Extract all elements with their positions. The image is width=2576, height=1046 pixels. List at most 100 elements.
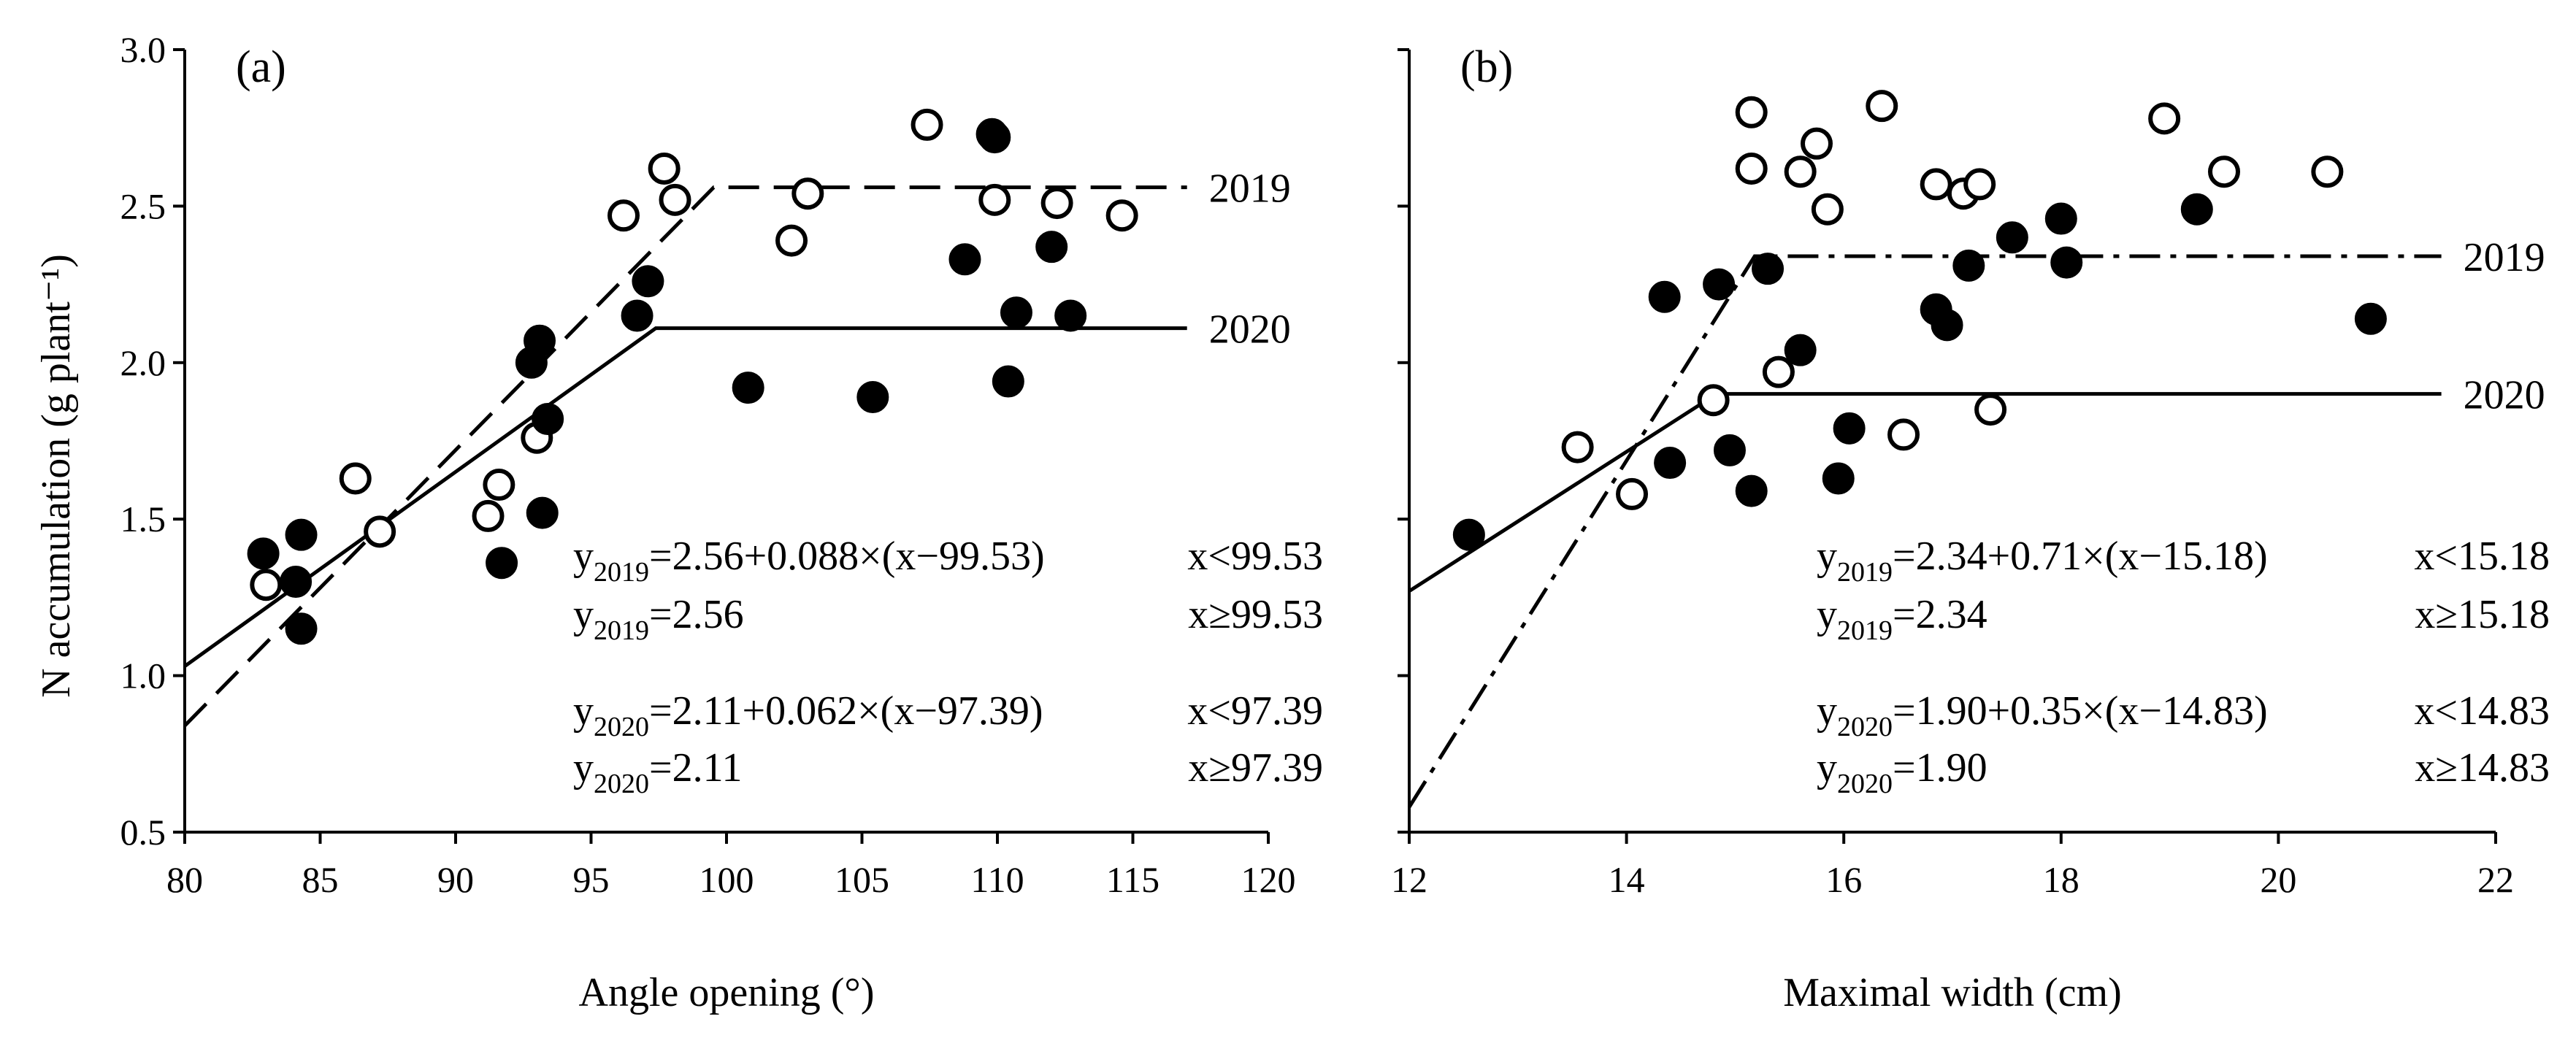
data-point-2020 xyxy=(1000,296,1032,329)
data-point-2019 xyxy=(1811,193,1844,226)
equation-condition: x<15.18 xyxy=(2414,534,2550,579)
data-point-2019 xyxy=(1697,384,1730,417)
data-point-2020 xyxy=(526,496,559,529)
panel-label: (b) xyxy=(1460,42,1513,92)
data-point-2020 xyxy=(1784,334,1817,366)
x-tick-label: 22 xyxy=(2477,859,2514,900)
data-point-2019 xyxy=(607,199,640,232)
x-tick-label: 120 xyxy=(1241,859,1296,900)
data-point-2019 xyxy=(1887,418,1920,451)
fit-line-2020 xyxy=(183,326,1187,668)
data-point-2020 xyxy=(280,565,313,598)
data-point-2019 xyxy=(364,515,396,548)
data-point-2019 xyxy=(1616,477,1649,510)
x-tick-label: 90 xyxy=(437,859,474,900)
fit-label-2019: 2019 xyxy=(2464,235,2545,280)
data-point-2020 xyxy=(948,243,981,276)
data-point-2020 xyxy=(1931,309,1963,342)
data-point-2020 xyxy=(1822,462,1855,495)
y-tick-label: 2.0 xyxy=(120,342,166,383)
equation-line: y2020=1.90+0.35×(x−14.83) xyxy=(1817,688,2268,742)
data-point-2020 xyxy=(285,518,318,551)
y-axis-label: N accumulation (g plant⁻¹) xyxy=(34,254,79,698)
equation-line: y2020=1.90 xyxy=(1817,745,1987,799)
data-point-2019 xyxy=(483,469,515,501)
data-point-2019 xyxy=(1735,152,1768,185)
data-point-2019 xyxy=(250,569,283,601)
data-point-2020 xyxy=(1648,280,1681,313)
data-point-2020 xyxy=(532,402,564,435)
x-tick-label: 18 xyxy=(2043,859,2079,900)
data-point-2020 xyxy=(992,365,1024,398)
x-tick-label: 85 xyxy=(302,859,339,900)
data-point-2020 xyxy=(1713,434,1746,466)
data-point-2019 xyxy=(1561,431,1594,464)
equation-line: y2019=2.34+0.71×(x−15.18) xyxy=(1817,534,2268,588)
data-point-2020 xyxy=(2354,302,2387,335)
x-tick-label: 16 xyxy=(1825,859,1862,900)
equation-line: y2019=2.34 xyxy=(1817,592,1987,646)
data-point-2020 xyxy=(1833,412,1866,445)
data-point-2019 xyxy=(1974,393,2007,426)
x-tick-label: 115 xyxy=(1106,859,1159,900)
data-point-2020 xyxy=(1703,268,1736,301)
panel-b-maximal-width: 12 14 16 18 20 22 Maximal width (cm) (b) 2019 202… xyxy=(1391,42,2550,1015)
data-point-2019 xyxy=(1866,90,1898,123)
equation-line: y2020=2.11 xyxy=(573,745,743,799)
data-point-2020 xyxy=(1452,518,1485,551)
x-tick-label: 100 xyxy=(699,859,754,900)
equation-condition: x<99.53 xyxy=(1187,534,1323,579)
x-tick-label: 20 xyxy=(2260,859,2296,900)
data-point-2020 xyxy=(2044,202,2077,235)
y-tick-label: 2.5 xyxy=(120,185,166,226)
equation-line: y2019=2.56 xyxy=(573,592,744,646)
x-tick-label: 110 xyxy=(970,859,1024,900)
y-tick-label: 0.5 xyxy=(120,812,166,853)
x-tick-label: 95 xyxy=(573,859,610,900)
data-point-2020 xyxy=(1996,221,2028,254)
x-axis-label: Angle opening (°) xyxy=(579,970,875,1015)
data-point-2020 xyxy=(486,547,518,580)
data-point-2019 xyxy=(911,108,943,141)
x-tick-label: 105 xyxy=(835,859,889,900)
y-tick-label: 1.5 xyxy=(120,499,166,539)
data-point-2020 xyxy=(524,324,556,357)
x-tick-label: 80 xyxy=(166,859,203,900)
data-point-2019 xyxy=(978,183,1011,216)
data-point-2019 xyxy=(1963,168,1996,201)
fit-label-2019: 2019 xyxy=(1209,166,1291,212)
x-tick-label: 12 xyxy=(1391,859,1427,900)
fit-line-2019 xyxy=(1407,254,2442,809)
equation-condition: x≥97.39 xyxy=(1188,745,1323,791)
fit-label-2020: 2020 xyxy=(1209,307,1291,353)
equation-condition: x≥14.83 xyxy=(2415,745,2550,791)
data-point-2020 xyxy=(1654,447,1687,480)
fit-label-2020: 2020 xyxy=(2464,373,2545,418)
data-point-2019 xyxy=(2208,155,2240,188)
equation-condition: x≥15.18 xyxy=(2415,592,2550,637)
data-point-2019 xyxy=(1040,187,1073,220)
data-point-2019 xyxy=(775,224,808,257)
data-point-2020 xyxy=(247,537,280,570)
equation-line: y2019=2.56+0.088×(x−99.53) xyxy=(573,534,1045,588)
data-point-2019 xyxy=(791,177,824,210)
panel-a-angle-opening: 0.5 1.0 1.5 2.0 2.5 3.0 80 85 90 95 100 105 110 115 12… xyxy=(120,29,1324,1015)
data-point-2019 xyxy=(648,152,681,185)
x-axis-label: Maximal width (cm) xyxy=(1783,970,2121,1015)
data-point-2019 xyxy=(1784,155,1817,188)
data-point-2020 xyxy=(1752,253,1785,285)
data-point-2020 xyxy=(1952,249,1985,282)
data-point-2020 xyxy=(2050,246,2083,279)
data-point-2020 xyxy=(2180,193,2213,226)
x-tick-label: 14 xyxy=(1609,859,1645,900)
data-point-2020 xyxy=(856,380,889,413)
data-point-2020 xyxy=(285,612,318,645)
equation-condition: x<97.39 xyxy=(1187,688,1323,734)
y-tick-label: 3.0 xyxy=(120,29,166,70)
y-tick-label: 1.0 xyxy=(120,655,166,696)
equation-condition: x≥99.53 xyxy=(1188,592,1323,637)
data-point-2019 xyxy=(659,183,691,216)
data-point-2019 xyxy=(2148,102,2181,135)
data-point-2020 xyxy=(1035,231,1068,264)
